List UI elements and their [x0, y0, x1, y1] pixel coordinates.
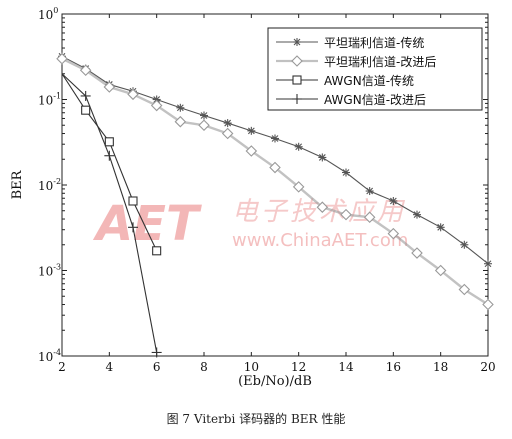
legend-label: AWGN信道-传统 — [324, 73, 414, 88]
data-point — [292, 181, 305, 193]
data-point — [342, 168, 350, 177]
data-point — [387, 227, 400, 240]
x-tick-label: 2 — [58, 360, 66, 374]
y-tick-exponent: 0 — [53, 6, 58, 15]
x-tick-label: 14 — [338, 360, 354, 374]
data-point — [436, 223, 445, 232]
data-point — [128, 196, 138, 206]
y-tick-label: 10-1 — [38, 92, 61, 108]
y-tick-base: 10 — [38, 350, 53, 364]
data-point — [363, 211, 376, 223]
legend-item: AWGN信道-改进后 — [276, 93, 426, 107]
legend-marker — [291, 55, 303, 67]
data-point — [104, 150, 115, 161]
y-tick-exponent: -4 — [53, 348, 61, 357]
data-point — [411, 247, 423, 259]
series-1 — [56, 52, 494, 311]
data-point — [80, 90, 91, 101]
legend-item: AWGN信道-传统 — [276, 73, 414, 88]
legend-label: AWGN信道-改进后 — [324, 93, 426, 107]
x-axis-label: (Eb/No)/dB — [238, 374, 312, 389]
ber-chart: AET 电子技术应用 www.ChinaAET.com 2 4 6 8 10 12 14 16… — [10, 6, 496, 389]
data-point — [458, 283, 471, 296]
y-tick-label: 10-4 — [38, 348, 61, 364]
legend-label: 平坦瑞利信道-改进后 — [324, 55, 436, 69]
data-point — [482, 298, 494, 311]
watermark-url: www.ChinaAET.com — [232, 230, 408, 251]
data-point — [152, 95, 161, 104]
y-tick-base: 10 — [38, 179, 53, 193]
y-tick-exponent: -3 — [53, 263, 61, 272]
y-tick-label: 100 — [38, 6, 58, 22]
y-tick-base: 10 — [38, 265, 53, 279]
x-tick-label: 4 — [106, 360, 114, 374]
data-point — [318, 153, 327, 162]
data-point — [389, 196, 398, 205]
data-point — [128, 222, 138, 233]
legend-item: 平坦瑞利信道-改进后 — [276, 55, 436, 69]
x-tick-label: 10 — [244, 360, 259, 374]
data-point — [81, 105, 91, 115]
legend-item: 平坦瑞利信道-传统 — [276, 35, 424, 50]
data-point — [152, 246, 162, 256]
series-2 — [61, 73, 162, 256]
data-point — [200, 111, 208, 120]
series-layer — [56, 52, 494, 358]
legend-marker — [292, 75, 302, 85]
data-point — [340, 208, 352, 221]
y-tick-base: 10 — [38, 8, 53, 22]
data-point — [176, 103, 185, 112]
y-tick-exponent: -1 — [53, 92, 61, 101]
data-point — [316, 201, 329, 213]
watermark-cn: 电子技术应用 — [232, 197, 406, 227]
x-tick-label: 6 — [153, 360, 161, 374]
legend-marker — [292, 94, 302, 104]
data-point — [103, 81, 116, 93]
y-tick-exponent: -2 — [53, 177, 61, 186]
data-point — [151, 347, 162, 358]
figure-caption: 图 7 Viterbi 译码器的 BER 性能 — [166, 412, 346, 426]
data-point — [245, 145, 258, 157]
data-point — [174, 115, 187, 128]
x-tick-label: 20 — [480, 360, 495, 374]
y-axis-label: BER — [10, 169, 25, 199]
y-tick-label: 10-2 — [38, 177, 61, 193]
data-point — [79, 64, 92, 77]
data-point — [247, 126, 256, 135]
data-point — [294, 142, 303, 151]
x-tick-label: 18 — [433, 360, 448, 374]
data-point — [434, 264, 447, 277]
data-point — [198, 119, 210, 132]
watermark: AET 电子技术应用 www.ChinaAET.com — [92, 196, 408, 252]
data-point — [269, 161, 281, 174]
data-point — [223, 119, 232, 128]
x-tick-label: 8 — [200, 360, 208, 374]
data-point — [484, 259, 492, 268]
data-point — [271, 134, 279, 143]
data-point — [104, 137, 114, 147]
data-point — [127, 88, 139, 101]
legend-label: 平坦瑞利信道-传统 — [324, 35, 424, 50]
legend-marker — [293, 38, 301, 46]
y-tick-base: 10 — [38, 94, 53, 108]
y-tick-label: 10-3 — [38, 263, 61, 279]
x-tick-label: 16 — [386, 360, 401, 374]
watermark-logo: AET — [92, 196, 202, 252]
data-point — [221, 127, 234, 140]
data-point — [56, 52, 68, 65]
data-point — [413, 210, 421, 219]
x-tick-label: 12 — [291, 360, 306, 374]
data-point — [460, 240, 469, 249]
series-3 — [61, 73, 162, 358]
data-point — [150, 99, 163, 112]
data-point — [365, 187, 374, 196]
